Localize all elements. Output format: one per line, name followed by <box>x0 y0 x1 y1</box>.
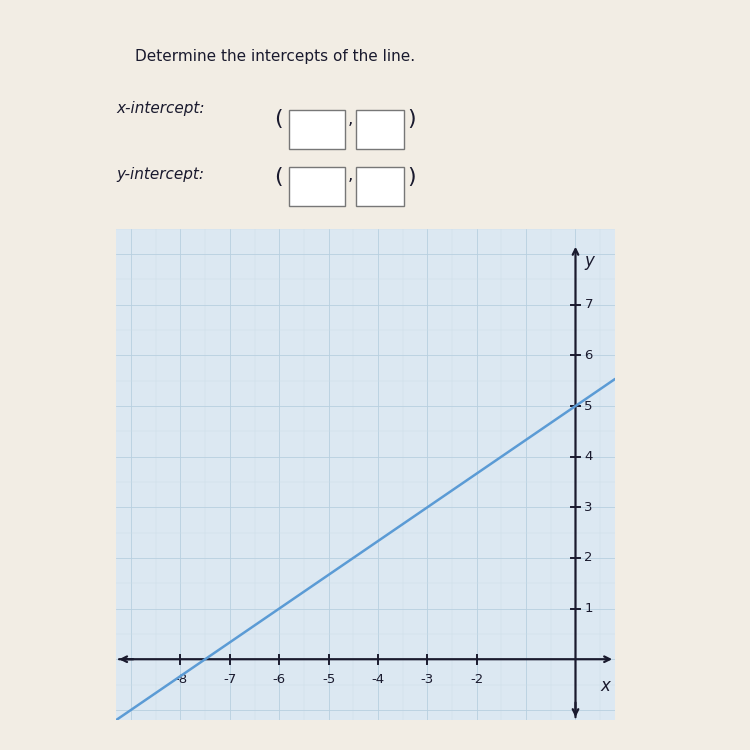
Bar <box>289 167 345 206</box>
Text: (: ( <box>274 110 282 130</box>
Text: 4: 4 <box>584 450 592 464</box>
Text: x: x <box>600 677 610 695</box>
Bar <box>289 110 345 149</box>
Text: y-intercept:: y-intercept: <box>116 166 204 182</box>
Text: 7: 7 <box>584 298 593 311</box>
Text: ,: , <box>348 166 353 184</box>
Text: -4: -4 <box>371 674 385 686</box>
Text: -5: -5 <box>322 674 335 686</box>
Text: 6: 6 <box>584 349 592 361</box>
Text: (: ( <box>274 166 282 187</box>
Text: y: y <box>584 251 594 269</box>
Text: Determine the intercepts of the line.: Determine the intercepts of the line. <box>135 49 416 64</box>
Text: -8: -8 <box>174 674 187 686</box>
Text: 3: 3 <box>584 501 593 514</box>
Text: -3: -3 <box>421 674 434 686</box>
Text: -7: -7 <box>224 674 236 686</box>
Text: -6: -6 <box>273 674 286 686</box>
Text: -2: -2 <box>470 674 483 686</box>
Text: 1: 1 <box>584 602 593 615</box>
Text: 2: 2 <box>584 551 593 565</box>
Text: ): ) <box>407 166 416 187</box>
Bar <box>356 110 404 149</box>
Text: 5: 5 <box>584 400 593 412</box>
Text: ): ) <box>407 110 416 130</box>
Text: ,: , <box>348 110 353 128</box>
Text: x-intercept:: x-intercept: <box>116 101 205 116</box>
Bar <box>356 167 404 206</box>
